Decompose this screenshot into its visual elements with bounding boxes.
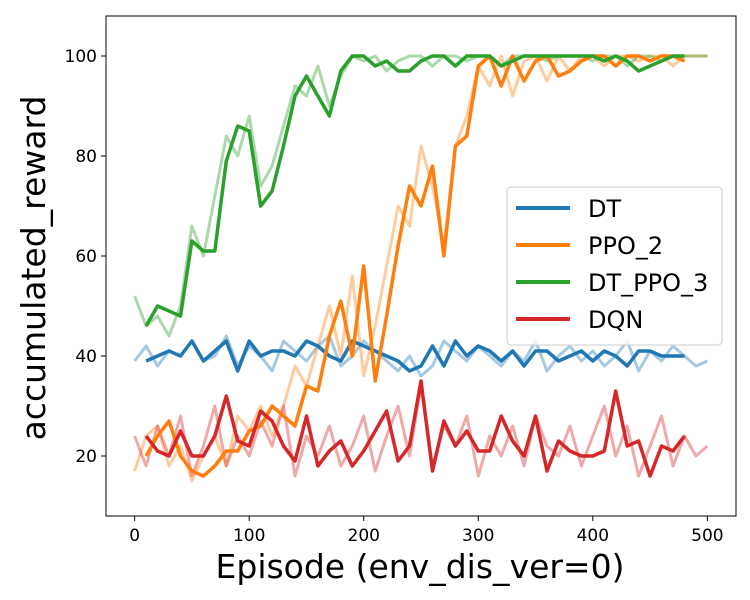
y-tick-label: 60 [75, 247, 97, 267]
legend-label-dqn: DQN [588, 306, 643, 334]
x-tick-label: 400 [577, 526, 609, 546]
legend-label-dt-ppo-3: DT_PPO_3 [588, 269, 708, 297]
x-tick-label: 300 [462, 526, 494, 546]
x-tick-label: 500 [691, 526, 723, 546]
legend-box [506, 186, 723, 346]
y-tick-label: 80 [75, 147, 97, 167]
x-tick-label: 0 [129, 526, 140, 546]
series-dt-raw-line [133, 334, 708, 378]
x-axis-title: Episode (env_dis_ver=0) [216, 547, 625, 586]
legend-label-ppo-2: PPO_2 [588, 232, 663, 260]
series-dt-ppo-3-line [144, 54, 685, 327]
series-dqn-line [144, 379, 686, 478]
y-axis: 20 40 60 80 100 [65, 47, 106, 467]
y-tick-label: 20 [75, 447, 97, 467]
y-tick-label: 40 [75, 347, 97, 367]
x-tick-label: 100 [233, 526, 265, 546]
legend-label-dt: DT [588, 195, 621, 223]
legend: DT PPO_2 DT_PPO_3 DQN [506, 186, 723, 346]
series-dt-line [145, 339, 685, 373]
x-tick-label: 200 [348, 526, 380, 546]
y-axis-title: accumulated_reward [14, 96, 53, 441]
plot-area [133, 54, 709, 483]
plot-frame [105, 15, 737, 517]
x-axis: 0 100 200 300 400 500 [129, 516, 724, 546]
y-tick-label: 100 [65, 47, 97, 67]
